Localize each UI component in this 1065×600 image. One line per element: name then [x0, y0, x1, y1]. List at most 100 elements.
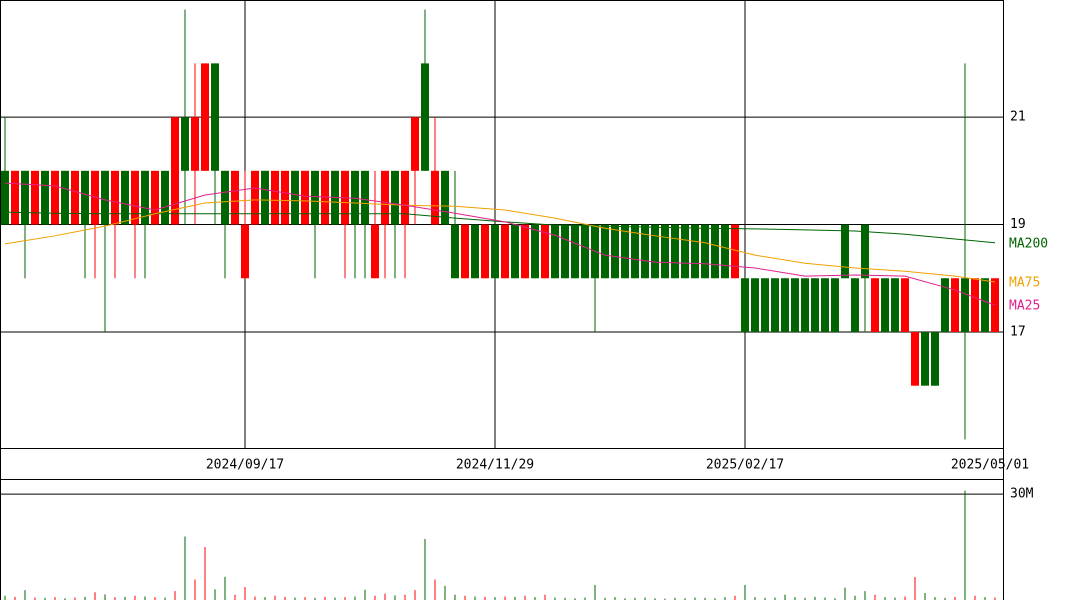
x-tick-label: 2024/11/29 — [456, 458, 534, 473]
candle-body — [871, 278, 879, 332]
candle-body — [661, 224, 669, 279]
candle-body — [31, 170, 39, 225]
candle-body — [891, 278, 899, 332]
candle-body — [201, 63, 209, 171]
candle-body — [421, 63, 429, 171]
candle-body — [501, 224, 509, 279]
candle-body — [841, 224, 849, 279]
candle-body — [511, 224, 519, 279]
candle-body — [461, 224, 469, 279]
x-tick-label: 2025/05/01 — [951, 458, 1029, 473]
candle-body — [431, 170, 439, 225]
candle-body — [601, 224, 609, 279]
candle-body — [141, 170, 149, 225]
candle-body — [731, 224, 739, 279]
candle-body — [741, 278, 749, 332]
candle-body — [371, 224, 379, 279]
candle-body — [21, 170, 29, 225]
candle-body — [231, 170, 239, 225]
candle-body — [901, 278, 909, 332]
candle-body — [821, 278, 829, 332]
candle-body — [851, 278, 859, 332]
candle-body — [641, 224, 649, 279]
candle-body — [291, 170, 299, 225]
candle-body — [771, 278, 779, 332]
volume-panel-frame — [0, 479, 1004, 600]
candle-body — [451, 224, 459, 279]
x-tick-label: 2025/02/17 — [706, 458, 784, 473]
candle-body — [91, 170, 99, 225]
candle-body — [311, 170, 319, 225]
candle-body — [251, 170, 259, 225]
candle-body — [221, 170, 229, 225]
candle-body — [921, 331, 929, 386]
candle-body — [271, 170, 279, 225]
candle-body — [211, 63, 219, 171]
candle-body — [981, 278, 989, 332]
candle-body — [521, 224, 529, 279]
x-tick-label: 2024/09/17 — [206, 458, 284, 473]
candle-body — [941, 278, 949, 332]
candle-body — [761, 278, 769, 332]
candle-body — [621, 224, 629, 279]
candle-body — [581, 224, 589, 279]
candle-body — [441, 170, 449, 225]
candle-body — [631, 224, 639, 279]
moving-average-line — [4, 199, 996, 283]
moving-average-label: MA200 — [1009, 236, 1048, 251]
candle-body — [611, 224, 619, 279]
y-tick-label: 19 — [1010, 217, 1026, 232]
candle-body — [911, 331, 919, 386]
candle-body — [121, 170, 129, 225]
candle-body — [961, 278, 969, 332]
candle-body — [701, 224, 709, 279]
y-tick-label: 21 — [1010, 110, 1026, 125]
volume-tick-label: 30M — [1010, 487, 1034, 502]
candle-body — [671, 224, 679, 279]
candle-body — [381, 170, 389, 225]
candle-body — [241, 224, 249, 279]
candle-body — [171, 117, 179, 225]
candle-body — [811, 278, 819, 332]
candle-body — [481, 224, 489, 279]
candle-body — [551, 224, 559, 279]
candle-body — [191, 117, 199, 171]
candle-body — [681, 224, 689, 279]
candle-body — [301, 170, 309, 225]
moving-average-label: MA75 — [1009, 276, 1040, 291]
candle-body — [351, 170, 359, 225]
candle-body — [791, 278, 799, 332]
candle-body — [711, 224, 719, 279]
candle-body — [321, 170, 329, 225]
candle-body — [721, 224, 729, 279]
candle-body — [41, 170, 49, 225]
y-tick-label: 17 — [1010, 324, 1026, 339]
candle-body — [471, 224, 479, 279]
candle-body — [11, 170, 19, 225]
candle-body — [51, 170, 59, 225]
candle-body — [861, 224, 869, 279]
candle-body — [281, 170, 289, 225]
candle-body — [261, 170, 269, 225]
candle-body — [531, 224, 539, 279]
candle-body — [881, 278, 889, 332]
moving-average-line — [4, 182, 996, 306]
candle-body — [991, 278, 999, 332]
candle-body — [691, 224, 699, 279]
candle-body — [561, 224, 569, 279]
candle-body — [401, 170, 409, 225]
candle-body — [391, 170, 399, 225]
candle-body — [71, 170, 79, 225]
candle-body — [571, 224, 579, 279]
candle-body — [1, 170, 9, 225]
candle-body — [781, 278, 789, 332]
candle-body — [61, 170, 69, 225]
candle-body — [131, 170, 139, 225]
candle-body — [831, 278, 839, 332]
candle-body — [111, 170, 119, 225]
candle-body — [491, 224, 499, 279]
candle-body — [751, 278, 759, 332]
candle-body — [101, 170, 109, 225]
candle-body — [181, 117, 189, 171]
